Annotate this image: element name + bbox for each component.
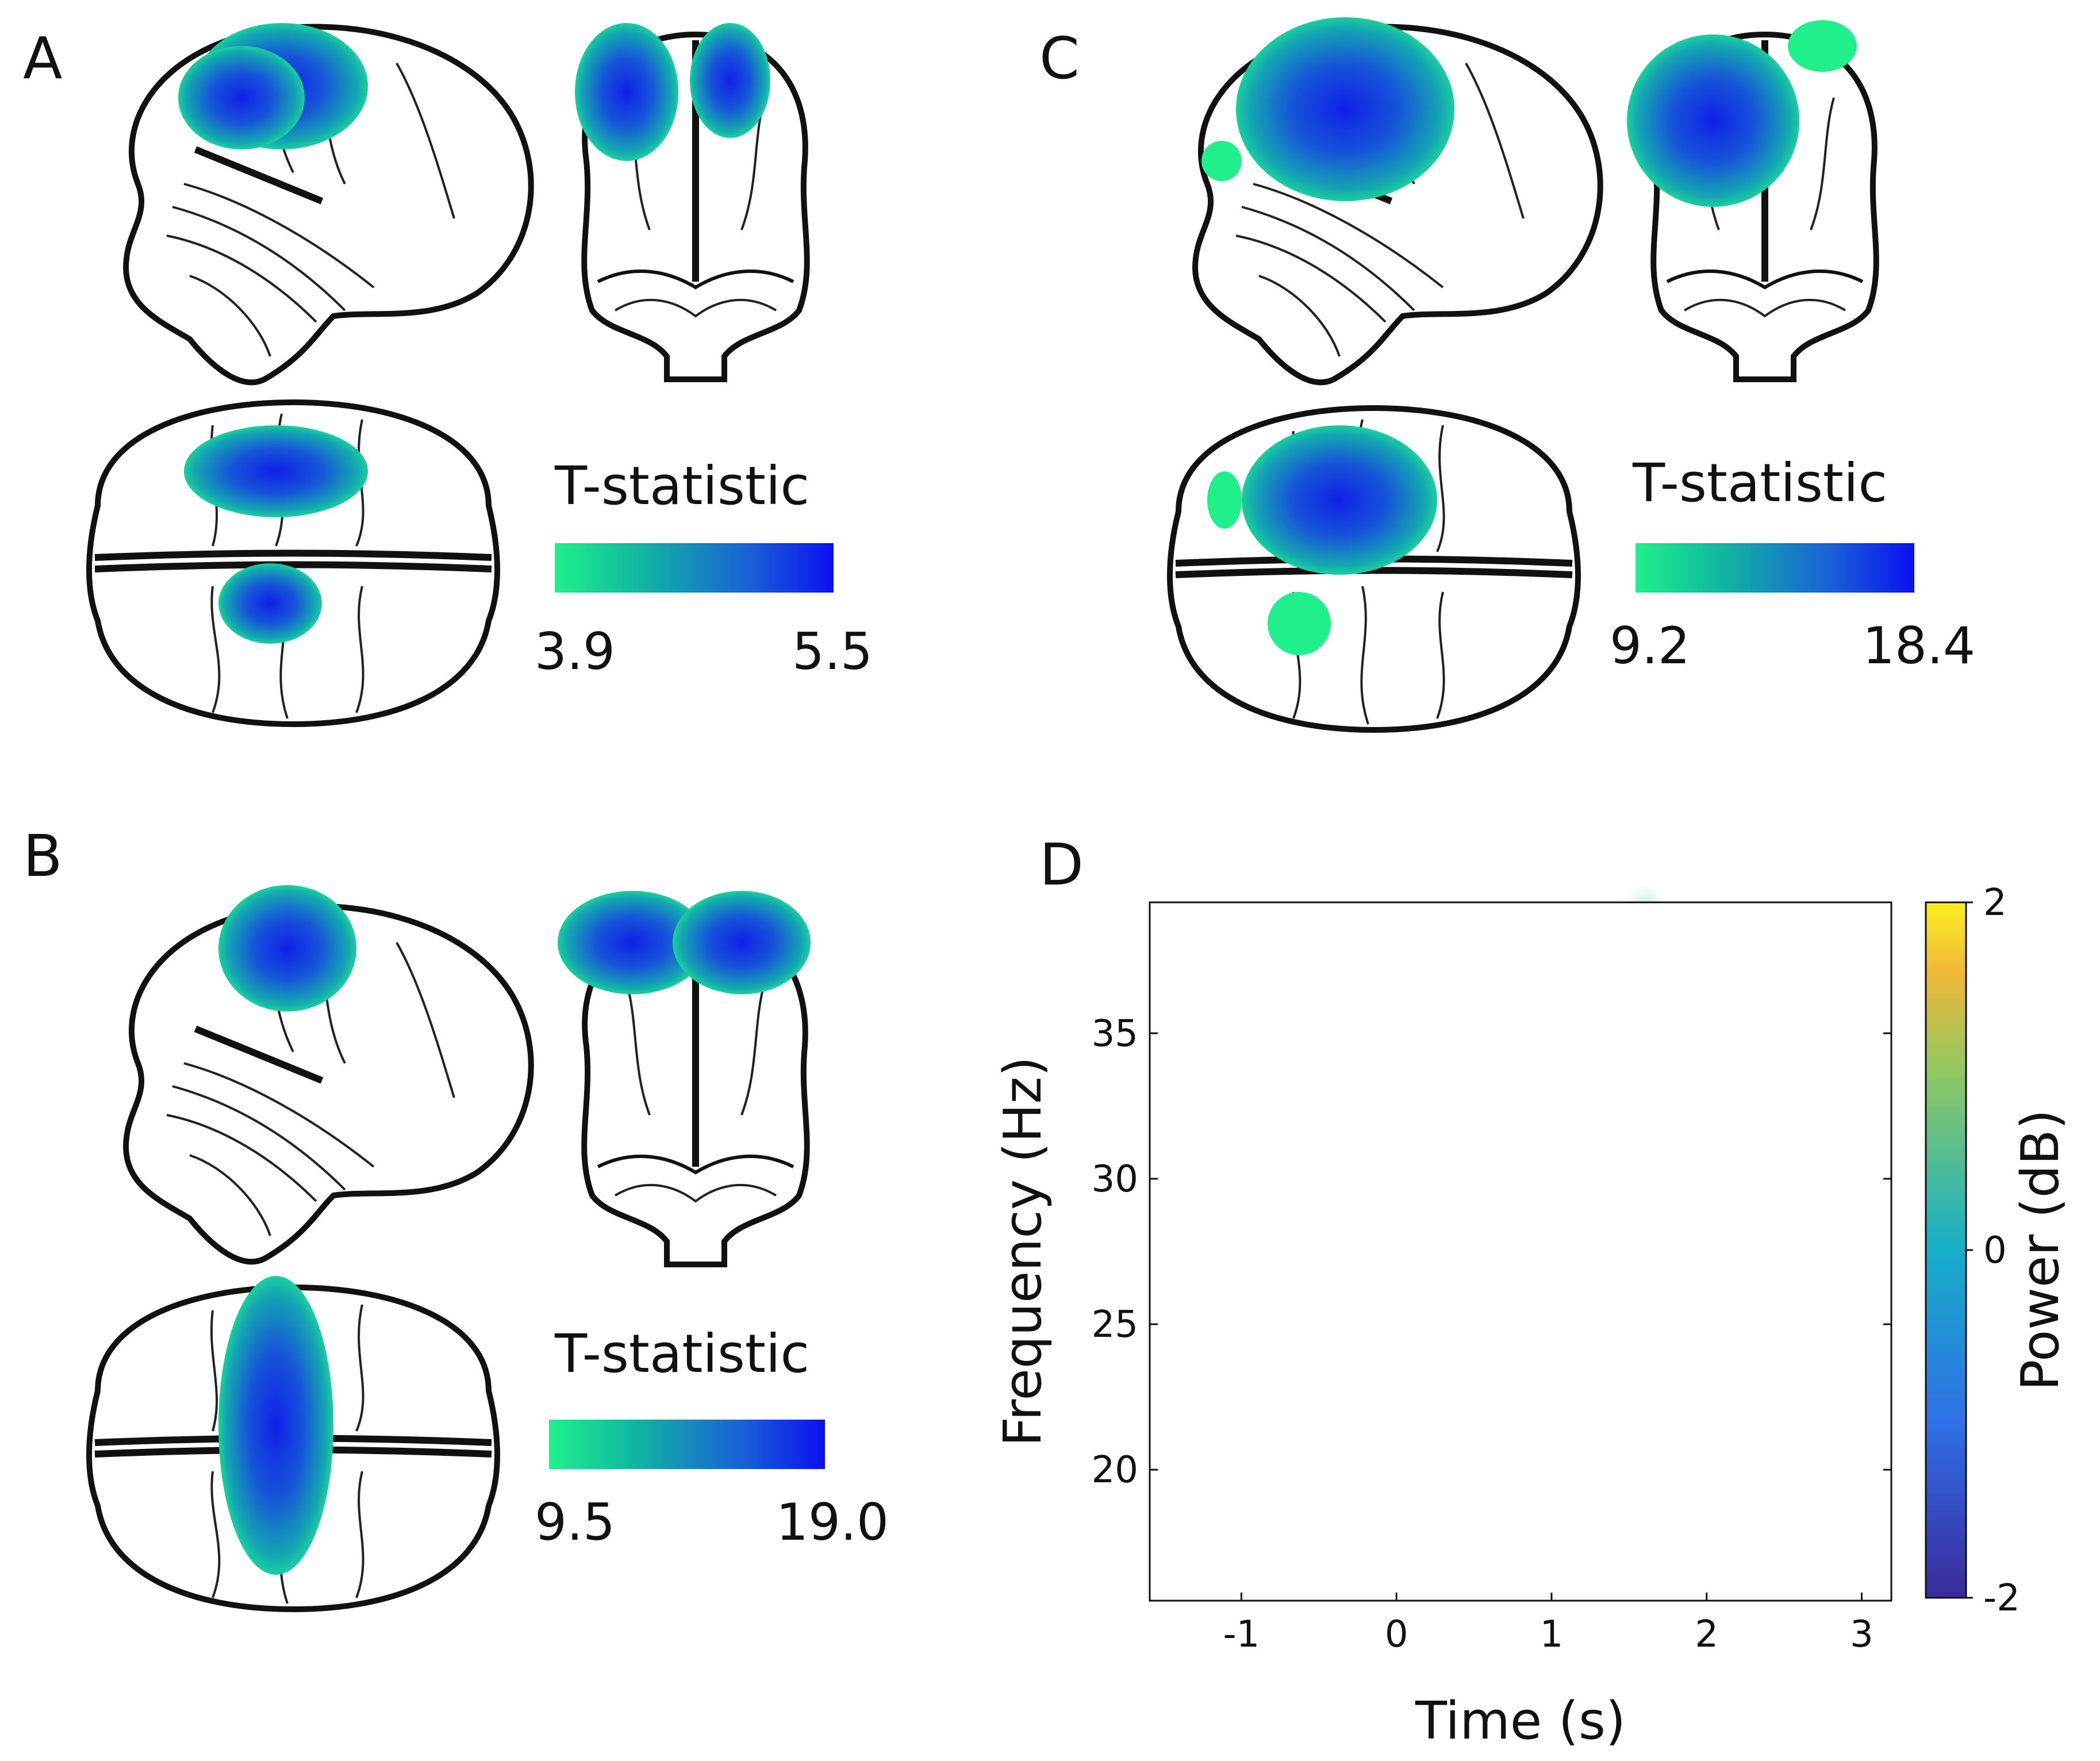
brain-a-lateral: [126, 23, 531, 382]
activation-blob: [184, 425, 368, 517]
brain-a-axial: [89, 402, 497, 724]
colorbar-b-title: T-statistic: [555, 1323, 810, 1385]
colorbar-tick-label: -2: [1983, 1577, 2020, 1620]
activation-blob: [218, 1276, 333, 1575]
activation-blob: [1627, 34, 1799, 207]
colorbar-a-title: T-statistic: [555, 455, 810, 517]
y-tick-label: 30: [1092, 1158, 1138, 1201]
y-axis-label: Frequency (Hz): [993, 1056, 1053, 1447]
power-colorbar: [1925, 901, 1967, 1599]
brain-c-posterior: [1627, 20, 1876, 379]
x-tick-label: -1: [1223, 1613, 1260, 1656]
brain-b-lateral: [126, 885, 531, 1262]
colorbar-a-max: 5.5: [792, 622, 873, 681]
activation-blob: [178, 46, 305, 149]
brain-c-lateral: [1195, 17, 1600, 382]
brain-b-axial: [89, 1276, 497, 1609]
colorbar-label: Power (dB): [2010, 1109, 2071, 1391]
activation-blob: [1207, 471, 1242, 529]
colorbar-b: [549, 1420, 825, 1469]
y-tick-label: 20: [1092, 1449, 1138, 1491]
panel-label-a: A: [23, 25, 63, 92]
activation-blob: [1236, 17, 1454, 201]
colorbar-c-min: 9.2: [1610, 616, 1690, 675]
brain-c-axial: [1170, 408, 1578, 730]
panel-label-b: B: [23, 822, 63, 890]
tf-axes: -1 0 1 2 3 20 25 30 35: [1092, 901, 1892, 1656]
colorbar-c-max: 18.4: [1863, 616, 1975, 675]
activation-blob: [218, 563, 322, 644]
colorbar-tick-label: 2: [1983, 882, 2007, 924]
activation-blob: [690, 23, 770, 138]
activation-blob: [1201, 141, 1242, 181]
brain-b-posterior: [558, 891, 811, 1264]
colorbar-tick-label: 0: [1983, 1229, 2007, 1272]
x-tick-label: 1: [1540, 1613, 1564, 1656]
brain-a-posterior: [575, 23, 807, 379]
colorbar-a: [555, 543, 834, 593]
x-tick-label: 0: [1385, 1613, 1408, 1656]
panel-label-c: C: [1039, 25, 1080, 92]
x-axis-label: Time (s): [1415, 1691, 1626, 1751]
activation-blob: [218, 885, 356, 1012]
activation-blob: [558, 891, 707, 994]
x-tick-label: 3: [1850, 1613, 1874, 1656]
colorbar-a-min: 3.9: [535, 622, 615, 681]
activation-blob: [1242, 425, 1437, 575]
colorbar-b-max: 19.0: [776, 1493, 889, 1552]
colorbar-b-min: 9.5: [535, 1493, 615, 1552]
colorbar-c: [1636, 543, 1914, 593]
x-tick-label: 2: [1695, 1613, 1718, 1656]
colorbar-c-title: T-statistic: [1633, 452, 1888, 514]
activation-blob: [575, 23, 678, 161]
y-tick-label: 35: [1092, 1013, 1138, 1055]
activation-blob: [1788, 20, 1857, 72]
activation-blob: [673, 891, 811, 994]
panel-label-d: D: [1039, 831, 1084, 898]
plot-frame: [1149, 901, 1892, 1602]
activation-blob: [1268, 592, 1331, 655]
y-tick-label: 25: [1092, 1304, 1138, 1346]
